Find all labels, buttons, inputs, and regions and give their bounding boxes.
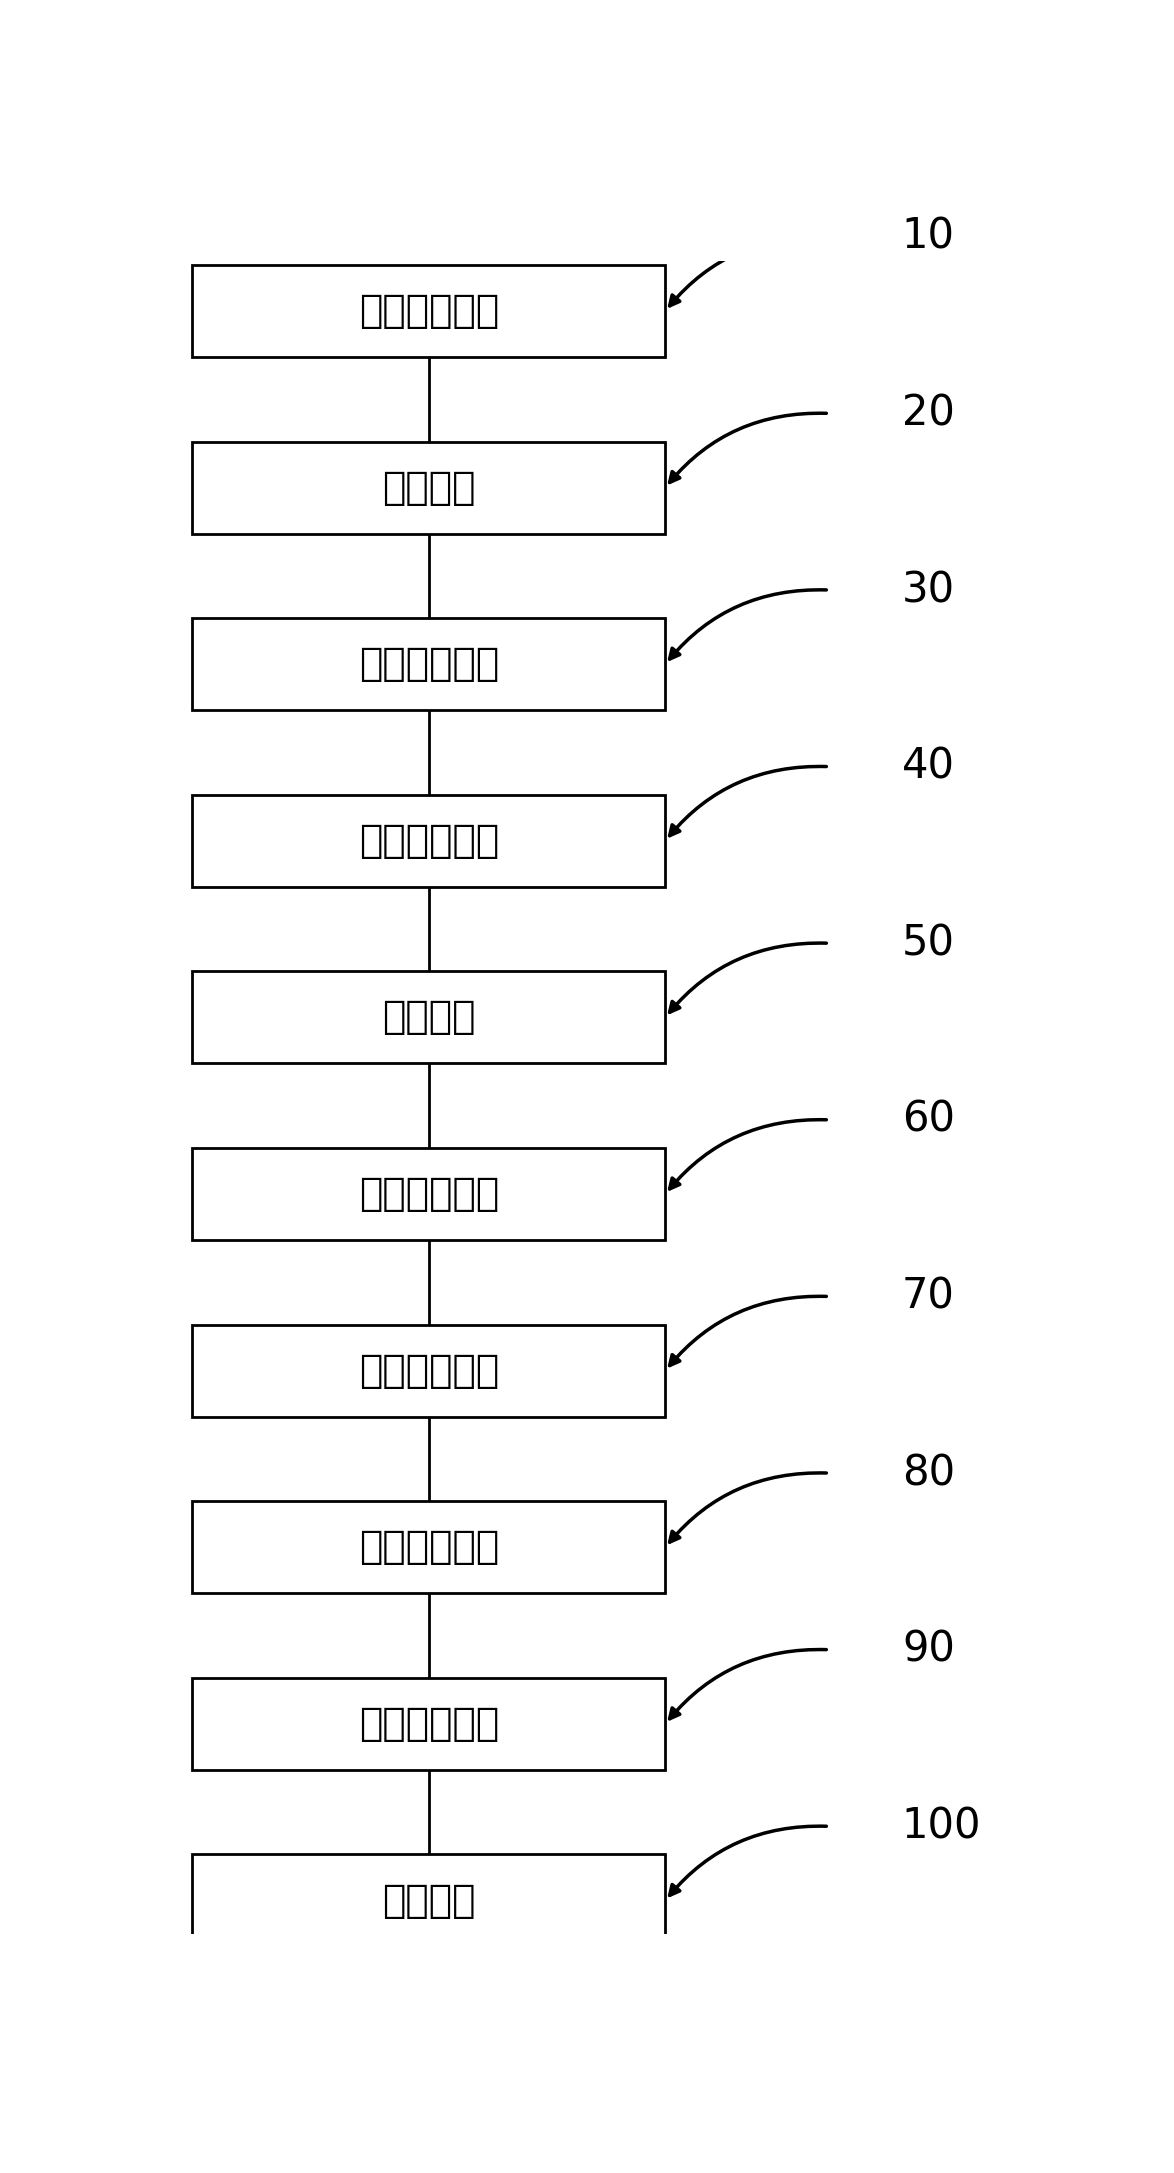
Text: 10: 10 (902, 215, 954, 259)
Text: 100: 100 (902, 1806, 981, 1847)
Text: 建立单元: 建立单元 (382, 469, 475, 506)
Text: 70: 70 (902, 1276, 954, 1317)
FancyArrowPatch shape (669, 413, 826, 482)
Text: 建立复制单元: 建立复制单元 (359, 821, 499, 861)
Text: 备份单元: 备份单元 (382, 997, 475, 1037)
Text: 第一判断单元: 第一判断单元 (359, 291, 499, 330)
FancyArrowPatch shape (669, 1473, 826, 1543)
FancyBboxPatch shape (193, 1147, 666, 1241)
FancyArrowPatch shape (669, 1825, 826, 1895)
FancyBboxPatch shape (193, 1502, 666, 1593)
FancyArrowPatch shape (669, 237, 826, 306)
Text: 80: 80 (902, 1452, 956, 1495)
FancyBboxPatch shape (193, 795, 666, 887)
Text: 第二调用单元: 第二调用单元 (359, 1706, 499, 1743)
FancyBboxPatch shape (193, 265, 666, 356)
FancyBboxPatch shape (193, 441, 666, 535)
Text: 40: 40 (902, 745, 954, 787)
FancyBboxPatch shape (193, 1854, 666, 1947)
Text: 50: 50 (902, 921, 954, 965)
FancyBboxPatch shape (193, 1326, 666, 1417)
Text: 第一调用单元: 第一调用单元 (359, 1352, 499, 1391)
Text: 20: 20 (902, 393, 954, 435)
FancyArrowPatch shape (669, 589, 826, 658)
Text: 30: 30 (902, 569, 956, 611)
FancyArrowPatch shape (669, 1119, 826, 1189)
Text: 90: 90 (902, 1630, 954, 1671)
FancyBboxPatch shape (193, 971, 666, 1063)
Text: 第四判断单元: 第四判断单元 (359, 1528, 499, 1567)
FancyArrowPatch shape (669, 767, 826, 837)
Text: 输出单元: 输出单元 (382, 1882, 475, 1919)
FancyArrowPatch shape (669, 1297, 826, 1365)
FancyBboxPatch shape (193, 617, 666, 711)
Text: 第二判断单元: 第二判断单元 (359, 645, 499, 682)
FancyArrowPatch shape (669, 1649, 826, 1719)
FancyArrowPatch shape (669, 943, 826, 1013)
Text: 60: 60 (902, 1100, 954, 1141)
FancyBboxPatch shape (193, 1678, 666, 1769)
Text: 第三判断单元: 第三判断单元 (359, 1176, 499, 1213)
